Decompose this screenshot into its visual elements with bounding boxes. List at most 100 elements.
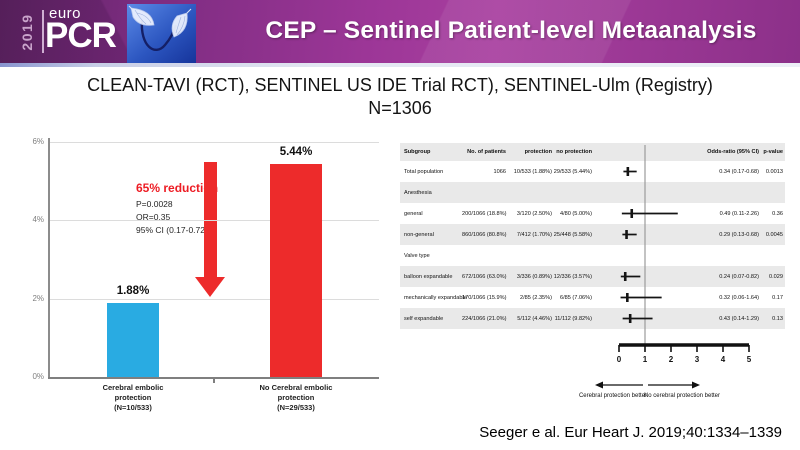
- column-header-protection: protection: [524, 149, 552, 155]
- cell-patients: 1066: [493, 168, 506, 175]
- x-category-line: Cerebral embolic: [102, 383, 164, 392]
- bar-value-label: 1.88%: [116, 285, 150, 298]
- cell-subgroup: Total population: [404, 168, 444, 175]
- cell-patients: 224/1066 (21.0%): [462, 315, 507, 322]
- bar-chart-x-tick: [213, 377, 215, 383]
- cell-odds-ratio: 0.32 (0.06-1.64): [719, 294, 759, 301]
- table-row: balloon expandable 672/1066 (63.0%) 3/336 …: [400, 266, 785, 287]
- svg-text:5: 5: [747, 355, 752, 364]
- cell-odds-ratio: 0.29 (0.13-0.68): [719, 231, 759, 238]
- cell-p-value: 0.029: [769, 273, 783, 280]
- gridline: [50, 142, 379, 143]
- cell-protection: 7/412 (1.70%): [516, 231, 552, 238]
- x-category-label: No Cerebral embolic protection (N=29/533): [234, 383, 358, 413]
- column-header-odds_ratio: Odds-ratio (95% CI): [707, 149, 759, 155]
- down-arrow-icon: [204, 162, 217, 277]
- x-category-line: (N=29/533): [277, 403, 315, 412]
- svg-text:1: 1: [643, 355, 648, 364]
- column-header-p_value: p-value: [763, 149, 783, 155]
- gridline: [50, 298, 379, 300]
- cell-protection: 10/533 (1.88%): [513, 168, 552, 175]
- cell-protection: 2/85 (2.35%): [519, 294, 552, 301]
- citation: Seeger e al. Eur Heart J. 2019;40:1334–1…: [479, 424, 782, 441]
- subtitle: CLEAN-TAVI (RCT), SENTINEL US IDE Trial …: [0, 74, 800, 120]
- stat-line: P=0.0028: [136, 199, 173, 209]
- logo-divider: [42, 10, 44, 53]
- section-row: Valve type: [400, 245, 785, 266]
- svg-text:Cerebral protection better: Cerebral protection better: [579, 393, 647, 399]
- down-arrow-head-icon: [195, 277, 225, 297]
- svg-text:3: 3: [695, 355, 700, 364]
- stat-line: OR=0.35: [136, 212, 171, 222]
- cell-odds-ratio: 0.34 (0.17-0.68): [719, 168, 759, 175]
- cell-odds-ratio: 0.43 (0.14-1.29): [719, 315, 759, 322]
- table-row: non-general 860/1066 (80.8%) 7/412 (1.70%)…: [400, 224, 785, 245]
- table-row: mechanically expandable 170/1066 (15.9%) 2…: [400, 287, 785, 308]
- cell-protection: 3/120 (2.50%): [516, 210, 552, 217]
- cell-p-value: 0.17: [772, 294, 783, 301]
- table-row: self expandable 224/1066 (21.0%) 5/112 (4.…: [400, 308, 785, 329]
- cell-patients: 200/1066 (18.8%): [462, 210, 507, 217]
- reduction-annotation: 65% reduction: [136, 181, 219, 195]
- svg-text:No cerebral protection better: No cerebral protection better: [644, 393, 720, 399]
- table-row: Total population 1066 10/533 (1.88%) 29/533…: [400, 161, 785, 182]
- cell-subgroup: mechanically expandable: [404, 294, 467, 301]
- cell-no-protection: 11/112 (9.82%): [554, 315, 592, 322]
- logo-pcr: PCR: [45, 16, 117, 55]
- cell-subgroup: Valve type: [404, 252, 430, 259]
- x-category-line: protection: [277, 393, 315, 402]
- cell-patients: 860/1066 (80.8%): [462, 231, 507, 238]
- x-category-line: (N=10/533): [114, 403, 152, 412]
- cell-odds-ratio: 0.49 (0.11-2.26): [719, 210, 759, 217]
- cell-odds-ratio: 0.24 (0.07-0.82): [719, 273, 759, 280]
- subtitle-line1: CLEAN-TAVI (RCT), SENTINEL US IDE Trial …: [87, 75, 713, 95]
- sentinel-device-icon: [128, 5, 192, 52]
- table-header-row: Subgroup No. of patients protection no prot…: [400, 143, 785, 161]
- cell-protection: 3/336 (0.89%): [516, 273, 552, 280]
- bar-no-protection: [270, 163, 322, 377]
- page-title: CEP – Sentinel Patient-level Metaanalysi…: [265, 17, 757, 44]
- y-tick-label: 4%: [32, 215, 44, 225]
- bar-chart-y-axis: [48, 138, 50, 377]
- cell-subgroup: non-general: [404, 231, 434, 238]
- bar-chart: 65% reduction P=0.0028 OR=0.35 95% CI (0.1…: [10, 125, 390, 425]
- svg-text:0: 0: [617, 355, 622, 364]
- table-row: general 200/1066 (18.8%) 3/120 (2.50%) 4/80…: [400, 203, 785, 224]
- cell-subgroup: balloon expandable: [404, 273, 453, 280]
- cell-no-protection: 29/533 (5.44%): [553, 168, 592, 175]
- logo-year: 2019: [19, 13, 35, 51]
- logo-euro: euro: [49, 5, 82, 22]
- y-tick-label: 6%: [32, 137, 44, 146]
- bar-protection: [107, 303, 159, 377]
- subtitle-line2: N=1306: [368, 98, 432, 118]
- forest-plot: Subgroup No. of patients protection no prot…: [400, 143, 785, 428]
- cell-no-protection: 4/80 (5.00%): [559, 210, 592, 217]
- cell-no-protection: 12/336 (3.57%): [553, 273, 592, 280]
- header-bar: 2019 euro PCR CEP – Sentinel Patient-lev…: [0, 0, 800, 63]
- svg-text:4: 4: [721, 355, 726, 364]
- cell-subgroup: self expandable: [404, 315, 444, 322]
- stats-annotation: P=0.0028 OR=0.35 95% CI (0.17-0.72): [136, 198, 208, 237]
- stat-line: 95% CI (0.17-0.72): [136, 225, 208, 235]
- cell-p-value: 0.0045: [765, 231, 783, 238]
- column-header-subgroup: Subgroup: [404, 149, 431, 155]
- y-tick-label: 2%: [32, 293, 44, 303]
- x-category-line: protection: [114, 393, 152, 402]
- cell-no-protection: 6/85 (7.06%): [559, 294, 592, 301]
- sentinel-device-image: [127, 4, 196, 63]
- cell-p-value: 0.0013: [765, 168, 783, 175]
- section-row: Anesthesia: [400, 182, 785, 203]
- cell-subgroup: general: [404, 210, 423, 217]
- forest-table: Subgroup No. of patients protection no prot…: [400, 143, 785, 329]
- x-category-label: Cerebral embolic protection (N=10/533): [71, 383, 195, 413]
- svg-text:2: 2: [669, 355, 674, 364]
- bar-value-label: 5.44%: [279, 145, 313, 158]
- header-bottom-strip: [0, 63, 800, 67]
- cell-protection: 5/112 (4.46%): [517, 315, 552, 322]
- column-header-no_protection: no protection: [556, 149, 592, 155]
- cell-patients: 170/1066 (15.9%): [462, 294, 507, 301]
- column-header-patients: No. of patients: [467, 149, 506, 155]
- cell-p-value: 0.36: [772, 210, 783, 217]
- y-tick-label: 0%: [32, 372, 44, 381]
